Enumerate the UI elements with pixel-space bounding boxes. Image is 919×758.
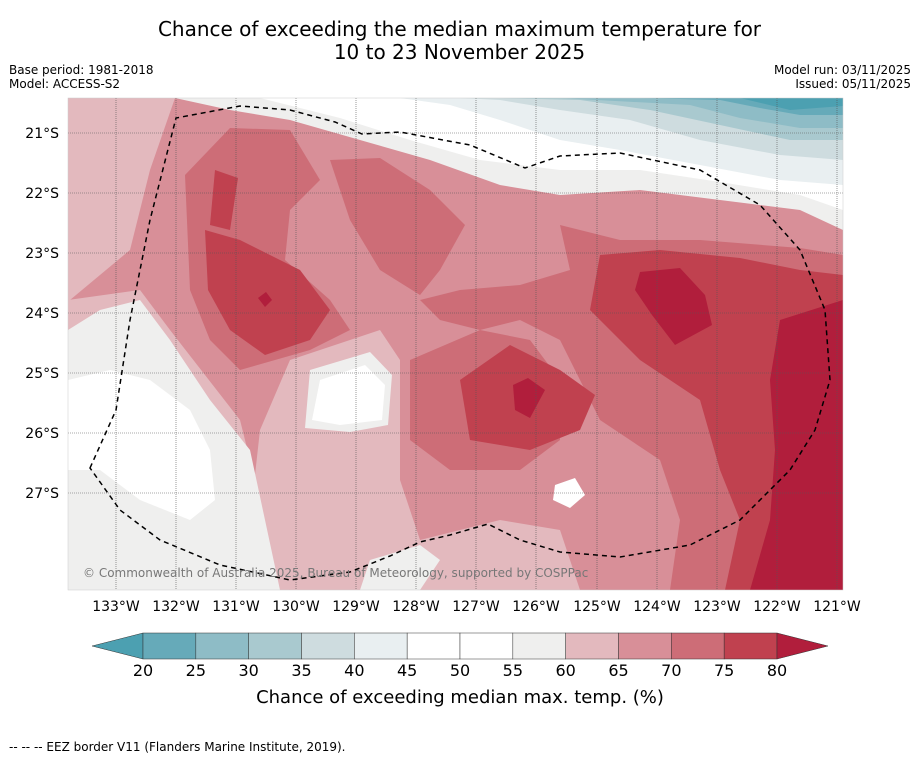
colorbar-tick-45: 45 — [397, 661, 417, 680]
lon-label-128: 128°W — [392, 599, 440, 615]
colorbar-swatch-2 — [248, 632, 302, 660]
map-frame — [67, 97, 844, 591]
colorbar-tick-55: 55 — [503, 661, 523, 680]
copyright-text: © Commonwealth of Australia 2025, Bureau… — [83, 566, 588, 580]
lat-label-25: 25°S — [25, 366, 59, 382]
field-45-55-west — [68, 370, 215, 520]
field-70-75-north-center — [330, 158, 465, 295]
colorbar-swatch-8 — [565, 632, 619, 660]
lat-label-21: 21°S — [25, 126, 59, 142]
colorbar-tick-80: 80 — [767, 661, 787, 680]
lat-label-23: 23°S — [25, 246, 59, 262]
lat-label-27: 27°S — [25, 486, 59, 502]
lon-label-126: 126°W — [512, 599, 560, 615]
colorbar-over-arrow — [776, 632, 829, 660]
lon-label-130: 130°W — [272, 599, 320, 615]
base-period: Base period: 1981-2018 — [9, 63, 154, 77]
model-run: Model run: 03/11/2025 — [773, 63, 911, 77]
field-60-65-northwest — [68, 98, 175, 300]
colorbar-swatch-5 — [406, 632, 461, 660]
colorbar-swatch-11 — [723, 632, 778, 660]
colorbar-swatch-4 — [354, 632, 408, 660]
lon-labels: 133°W 132°W 131°W 130°W 129°W 128°W 127°… — [92, 599, 861, 615]
colorbar-swatches — [91, 632, 829, 660]
colorbar-tick-20: 20 — [133, 661, 153, 680]
colorbar-tick-35: 35 — [291, 661, 311, 680]
colorbar: 20 25 30 35 40 45 50 55 60 65 70 75 80 Chance of exc… — [91, 632, 829, 708]
field-45-55-center — [312, 365, 385, 425]
lon-label-131: 131°W — [212, 599, 260, 615]
lon-label-129: 129°W — [332, 599, 380, 615]
colorbar-under-arrow — [91, 632, 144, 660]
lat-labels: 21°S 22°S 23°S 24°S 25°S 26°S 27°S — [25, 126, 59, 502]
lon-label-124: 124°W — [633, 599, 681, 615]
colorbar-tick-40: 40 — [344, 661, 364, 680]
field-75-80-west — [205, 230, 330, 355]
lon-label-123: 123°W — [693, 599, 741, 615]
eez-legend-footer: -- -- -- EEZ border V11 (Flanders Marine… — [9, 740, 346, 754]
colorbar-tick-25: 25 — [186, 661, 206, 680]
meta-right: Model run: 03/11/2025 Issued: 05/11/2025 — [774, 63, 911, 91]
lon-label-132: 132°W — [152, 599, 200, 615]
meta-left: Base period: 1981-2018 Model: ACCESS-S2 — [9, 63, 154, 91]
title-line-2: 10 to 23 November 2025 — [333, 40, 586, 64]
contour-field — [68, 98, 843, 590]
colorbar-swatch-0 — [142, 632, 197, 660]
colorbar-swatch-10 — [671, 632, 725, 660]
colorbar-swatch-3 — [301, 632, 355, 660]
colorbar-swatch-7 — [512, 632, 566, 660]
colorbar-swatch-9 — [618, 632, 672, 660]
colorbar-label: Chance of exceeding median max. temp. (%… — [256, 687, 664, 708]
title-line-1: Chance of exceeding the median maximum t… — [157, 17, 762, 41]
field-over-80-east — [635, 268, 712, 345]
colorbar-swatch-6 — [459, 632, 514, 660]
graticule — [68, 98, 843, 590]
eez-border — [89, 105, 831, 581]
colorbar-tick-65: 65 — [608, 661, 628, 680]
field-over-80-center — [513, 378, 545, 418]
lat-label-22: 22°S — [25, 186, 59, 202]
field-over-80-southeast — [750, 300, 843, 590]
colorbar-tick-30: 30 — [238, 661, 258, 680]
colorbar-swatch-1 — [195, 632, 249, 660]
field-75-80-northwest — [210, 170, 238, 230]
lon-label-125: 125°W — [573, 599, 621, 615]
colorbar-tick-50: 50 — [450, 661, 470, 680]
map-figure: © Commonwealth of Australia 2025, Bureau… — [25, 97, 861, 615]
map-title: Chance of exceeding the median maximum t… — [0, 18, 919, 64]
field-over-80-spot — [258, 292, 272, 307]
lon-label-122: 122°W — [753, 599, 801, 615]
field-under-20 — [740, 98, 843, 110]
lon-label-121: 121°W — [813, 599, 861, 615]
colorbar-ticks: 20 25 30 35 40 45 50 55 60 65 70 75 80 — [133, 661, 787, 680]
colorbar-tick-70: 70 — [661, 661, 681, 680]
field-55-60-south — [360, 545, 440, 590]
colorbar-tick-60: 60 — [555, 661, 575, 680]
lat-label-24: 24°S — [25, 306, 59, 322]
lon-label-133: 133°W — [92, 599, 140, 615]
lat-label-26: 26°S — [25, 426, 59, 442]
colorbar-tick-75: 75 — [714, 661, 734, 680]
lon-label-127: 127°W — [452, 599, 500, 615]
issued-date: Issued: 05/11/2025 — [795, 77, 911, 91]
model-name: Model: ACCESS-S2 — [9, 77, 121, 91]
